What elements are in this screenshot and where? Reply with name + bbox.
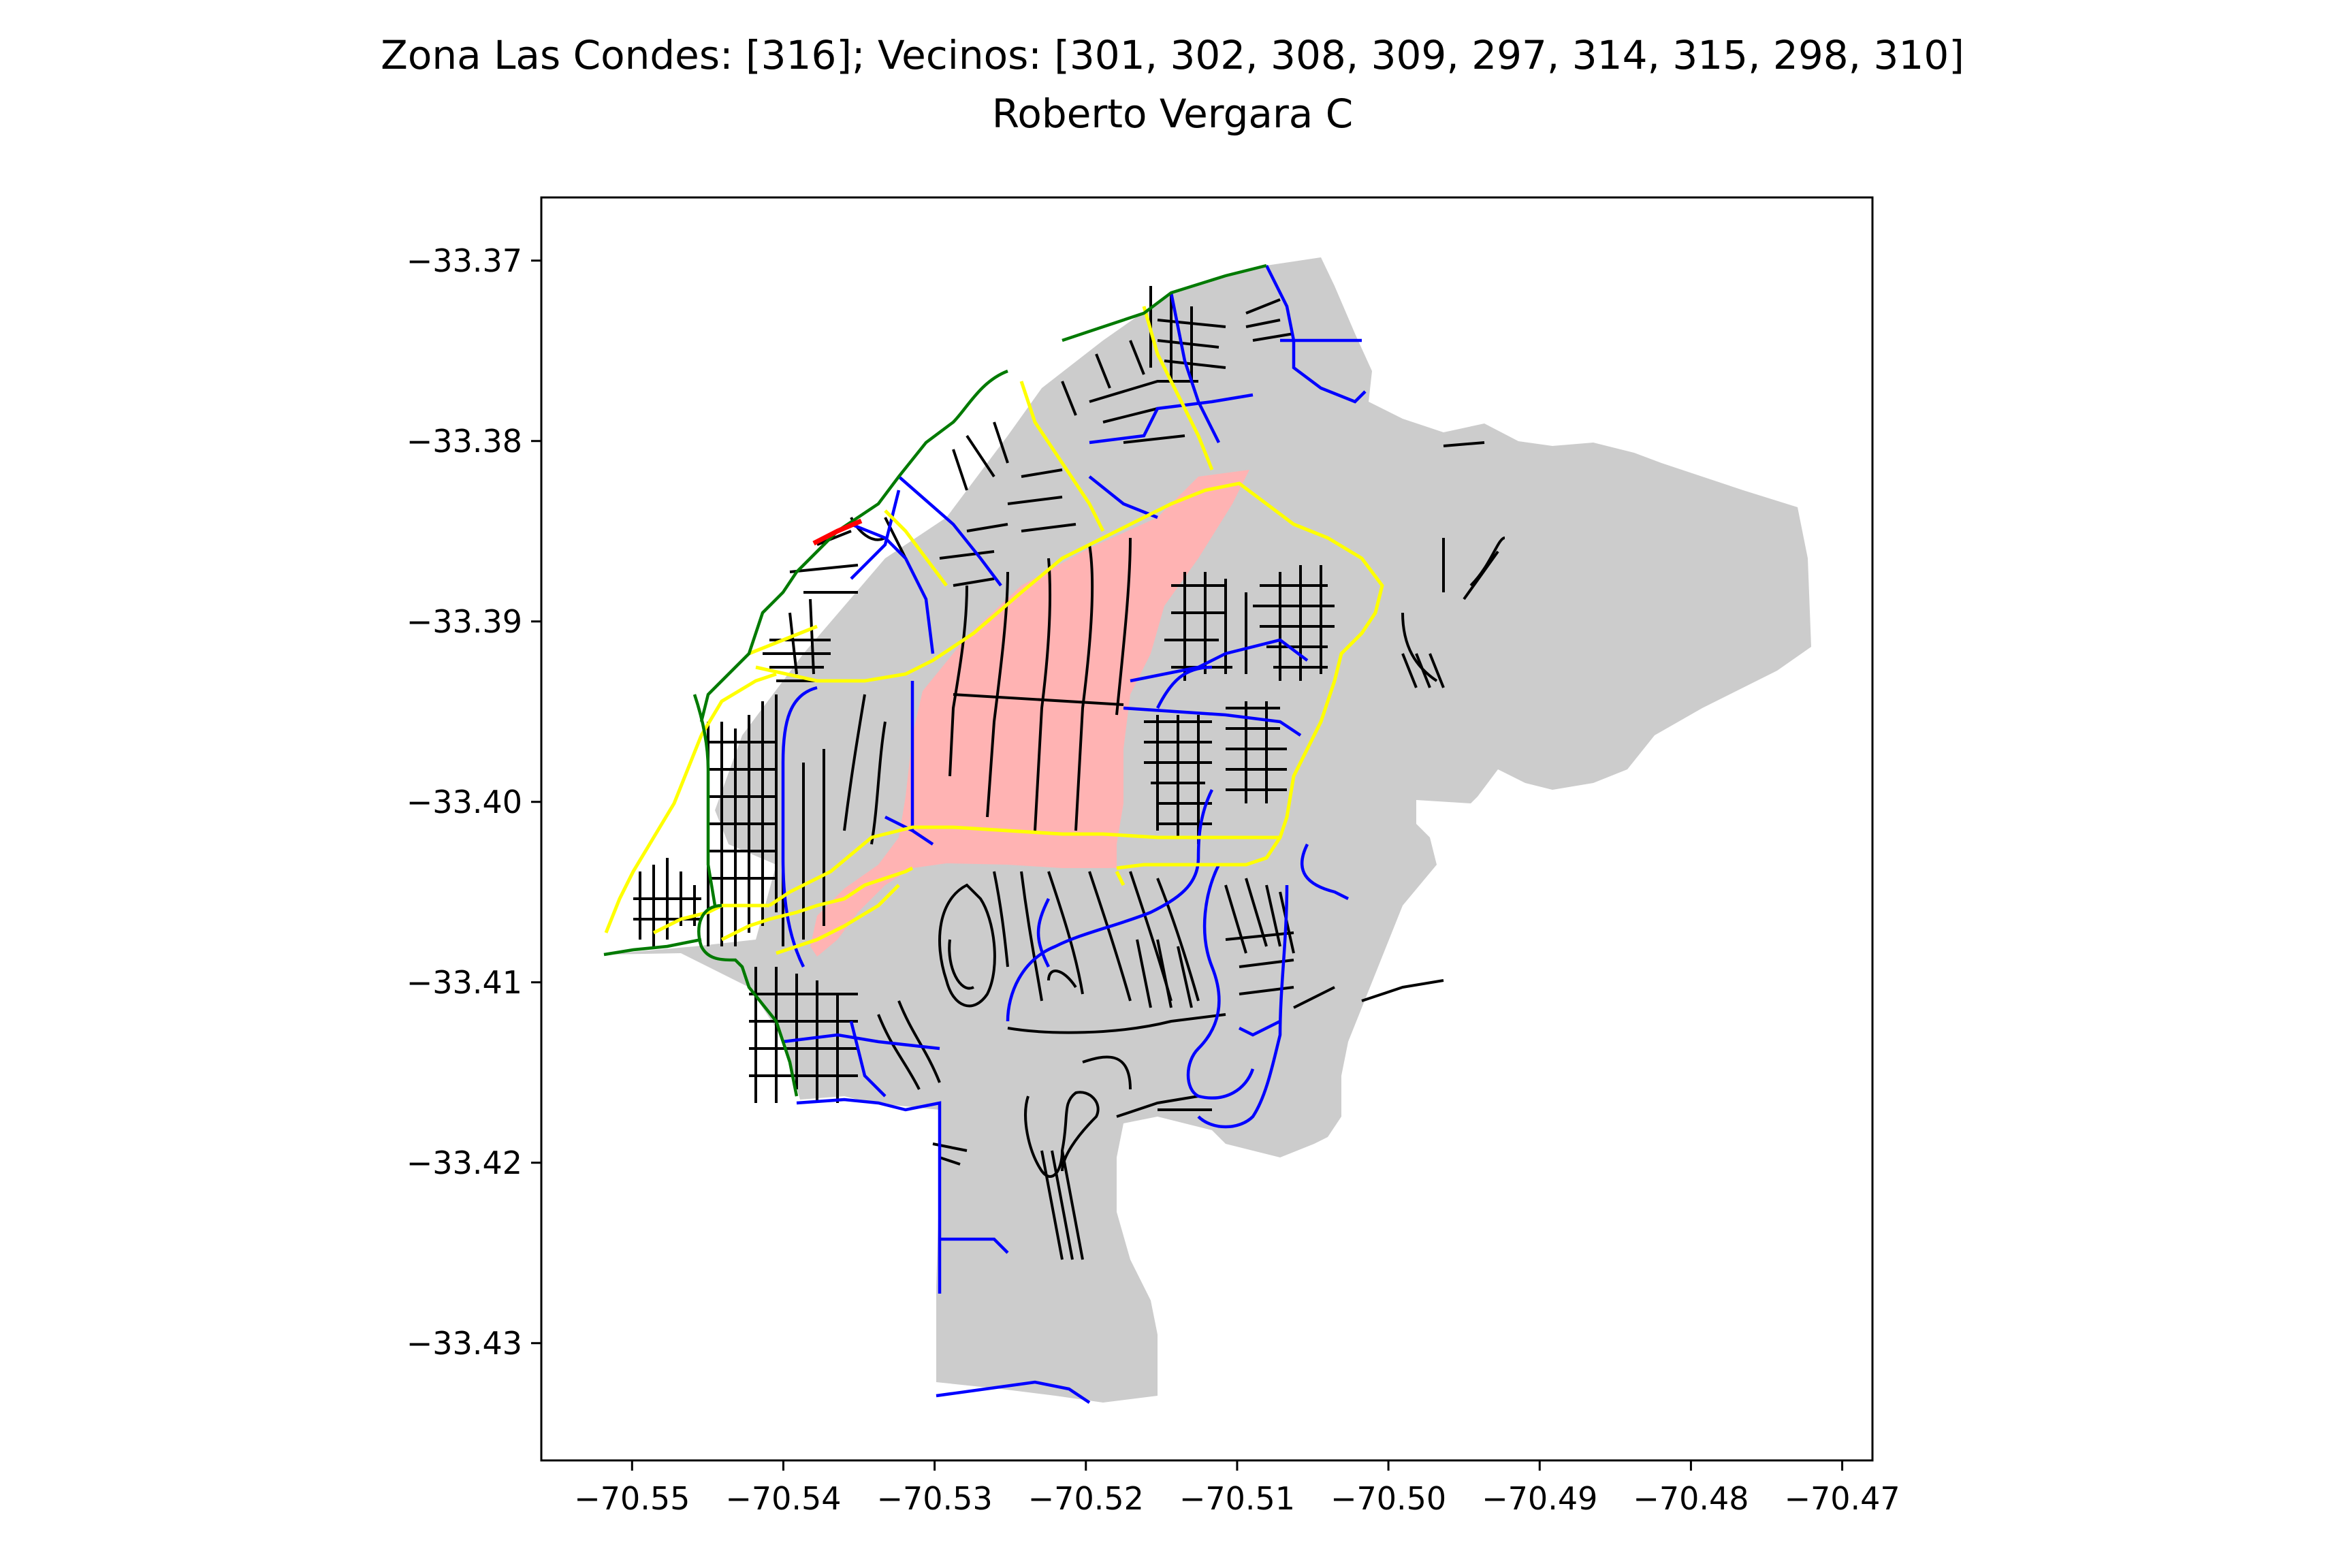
y-tick-label: −33.38 xyxy=(406,423,522,460)
y-tick-label: −33.43 xyxy=(406,1325,522,1362)
y-tick-label: −33.41 xyxy=(406,964,522,1001)
x-tick-label: −70.49 xyxy=(1482,1480,1597,1517)
map-title: Zona Las Condes: [316]; Vecinos: [301, 3… xyxy=(381,32,1964,78)
x-tick-label: −70.52 xyxy=(1028,1480,1144,1517)
commune-area xyxy=(604,257,1811,1403)
local-streets xyxy=(633,286,1505,1260)
x-tick-label: −70.54 xyxy=(725,1480,841,1517)
y-tick-label: −33.39 xyxy=(406,603,522,640)
x-axis: −70.55 −70.54 −70.53 −70.52 −70.51 −70.50 −70.… xyxy=(574,1460,1900,1517)
y-axis: −33.37 −33.38 −33.39 −33.40 −33.41 −33.42 −33.… xyxy=(406,242,541,1362)
y-tick-label: −33.37 xyxy=(406,242,522,279)
collector-streets xyxy=(604,306,1384,955)
map-subtitle-author: Roberto Vergara C xyxy=(991,91,1354,137)
x-tick-label: −70.55 xyxy=(574,1480,690,1517)
map-layers xyxy=(603,257,1811,1404)
x-tick-label: −70.47 xyxy=(1784,1480,1900,1517)
plot-frame xyxy=(540,196,1874,1462)
boundary-streets xyxy=(603,263,1267,1097)
arterial-streets xyxy=(781,264,1367,1404)
y-tick-label: −33.42 xyxy=(406,1145,522,1181)
x-tick-label: −70.51 xyxy=(1179,1480,1295,1517)
y-tick-label: −33.40 xyxy=(406,784,522,820)
highlight-street-segment xyxy=(812,518,863,546)
x-tick-label: −70.50 xyxy=(1330,1480,1446,1517)
x-tick-label: −70.48 xyxy=(1633,1480,1749,1517)
x-tick-label: −70.53 xyxy=(876,1480,992,1517)
